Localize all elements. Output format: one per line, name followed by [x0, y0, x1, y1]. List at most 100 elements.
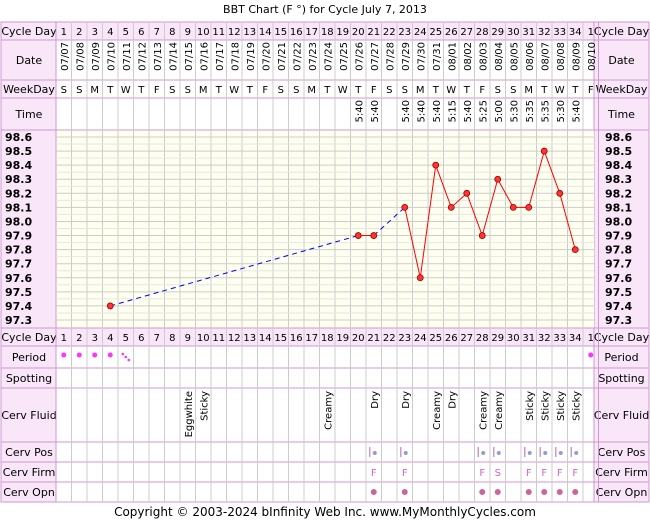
cycle-day-number-bottom: 34: [569, 333, 582, 344]
date-label: 08/05: [509, 42, 520, 71]
temperature-segment: [404, 207, 421, 278]
time-label: 5:35: [525, 100, 536, 122]
date-label: 08/08: [556, 42, 567, 71]
temperature-segment: [419, 165, 437, 278]
cerv-firm-label: F: [402, 468, 408, 479]
cycle-day-number-bottom: 33: [553, 333, 566, 344]
time-label: 5:40: [463, 100, 474, 122]
temperature-point: [432, 161, 440, 169]
row-label-cerv-pos: Cerv Pos: [5, 446, 53, 459]
date-label: 07/31: [432, 42, 443, 71]
cycle-day-number-bottom: 1: [61, 333, 67, 344]
date-label: 08/06: [525, 42, 536, 71]
cycle-day-number-bottom: 28: [476, 333, 489, 344]
y-tick-label-right: 98.4: [605, 159, 632, 172]
temperature-point: [571, 246, 579, 254]
temperature-segment: [497, 178, 514, 208]
footer-copyright: Copyright © 2003-2024 bInfinity Web Inc.…: [114, 505, 536, 519]
date-label: 07/16: [199, 42, 210, 71]
cycle-day-number: 20: [352, 27, 365, 38]
right-row-labels: Cycle Day Date WeekDay Time Cycle Day Period S…: [594, 25, 650, 499]
cycle-day-number: 31: [522, 27, 535, 38]
y-tick-label-right: 98.1: [605, 201, 632, 214]
dashed-gap-segment: [373, 207, 406, 236]
cycle-day-number: 19: [336, 27, 349, 38]
cycle-day-number: 11: [212, 27, 225, 38]
cerv-pos-dot: [372, 451, 377, 455]
cycle-day-number-bottom: 6: [138, 333, 144, 344]
weekday-label: S: [61, 85, 67, 96]
date-label: 07/23: [308, 42, 319, 71]
day-columns: 1107/07S2207/08S3307/09M4407/10T5507/11W…: [55, 22, 599, 502]
time-label: 5:30: [556, 100, 567, 122]
cerv-firm-label: F: [526, 468, 532, 479]
y-tick-label-right: 98.6: [605, 131, 632, 144]
temperature-point: [354, 232, 362, 239]
cycle-day-number: 13: [243, 27, 256, 38]
temperature-point: [556, 189, 564, 197]
weekday-label: T: [137, 85, 145, 96]
time-label: 5:25: [478, 100, 489, 122]
temperature-segment: [466, 193, 483, 236]
period-dot: [76, 352, 82, 358]
cycle-day-number: 5: [123, 27, 129, 38]
cycle-day-number-bottom: 23: [398, 333, 411, 344]
cerv-firm-label: S: [495, 468, 501, 479]
temperature-point: [416, 274, 424, 282]
date-label: 07/09: [91, 42, 102, 71]
temperature-point: [401, 203, 409, 211]
period-spot-dot: [127, 358, 131, 362]
y-tick-label-right: 97.6: [605, 272, 632, 285]
y-tick-label-right: 98.2: [605, 187, 632, 200]
y-tick-label-right: 98.0: [605, 215, 632, 228]
cycle-day-number: 10: [197, 27, 210, 38]
cycle-day-number-bottom: 9: [185, 333, 191, 344]
date-label: 08/10: [587, 42, 598, 71]
row-label-right-cerv-fluid: Cerv Fluid: [594, 409, 649, 422]
row-label-right-cycle-day: Cycle Day: [594, 25, 650, 38]
cycle-day-number: 18: [321, 27, 334, 38]
y-tick-label-right: 98.3: [605, 173, 632, 186]
row-label-right-spotting: Spotting: [598, 372, 644, 385]
row-label-time: Time: [15, 108, 43, 121]
cycle-day-number: 34: [569, 27, 582, 38]
cerv-fluid-label: Creamy: [323, 391, 334, 430]
cycle-day-number: 1: [588, 27, 594, 38]
time-label: 5:30: [509, 100, 520, 122]
cycle-day-number-bottom: 16: [290, 333, 303, 344]
cycle-day-number: 29: [491, 27, 504, 38]
temperature-point: [509, 203, 517, 211]
date-label: 07/21: [277, 42, 288, 71]
cycle-day-number-bottom: 17: [305, 333, 318, 344]
weekday-label: M: [90, 85, 99, 96]
row-label-period: Period: [12, 351, 46, 364]
weekday-label: S: [185, 85, 191, 96]
y-tick-label: 97.6: [5, 272, 32, 285]
y-axis-right: 98.698.598.498.398.298.198.0 97.997.897.7…: [605, 131, 632, 327]
cerv-fluid-label: Eggwhite: [184, 391, 195, 437]
cycle-day-number: 3: [92, 27, 98, 38]
date-label: 07/11: [122, 42, 133, 71]
chart-frame: [0, 21, 650, 503]
cerv-firm-label: F: [541, 468, 547, 479]
date-label: 07/30: [416, 42, 427, 71]
temperature-point: [478, 232, 486, 239]
cerv-pos-dot: [543, 451, 548, 455]
cycle-day-number: 32: [538, 27, 551, 38]
weekday-label: M: [416, 85, 425, 96]
cerv-firm-label: F: [572, 468, 578, 479]
date-label: 07/13: [153, 42, 164, 71]
temperature-point: [463, 189, 471, 197]
y-tick-label: 98.5: [5, 145, 32, 158]
temperature-segment: [481, 179, 499, 236]
weekday-label: M: [524, 85, 533, 96]
date-label: 08/04: [494, 42, 505, 71]
row-label-date: Date: [16, 54, 43, 67]
weekday-label: M: [307, 85, 316, 96]
weekday-label: T: [323, 85, 331, 96]
weekday-label: W: [555, 85, 565, 96]
date-label: 07/28: [385, 42, 396, 71]
weekday-label: F: [154, 85, 160, 96]
weekday-label: S: [169, 85, 175, 96]
